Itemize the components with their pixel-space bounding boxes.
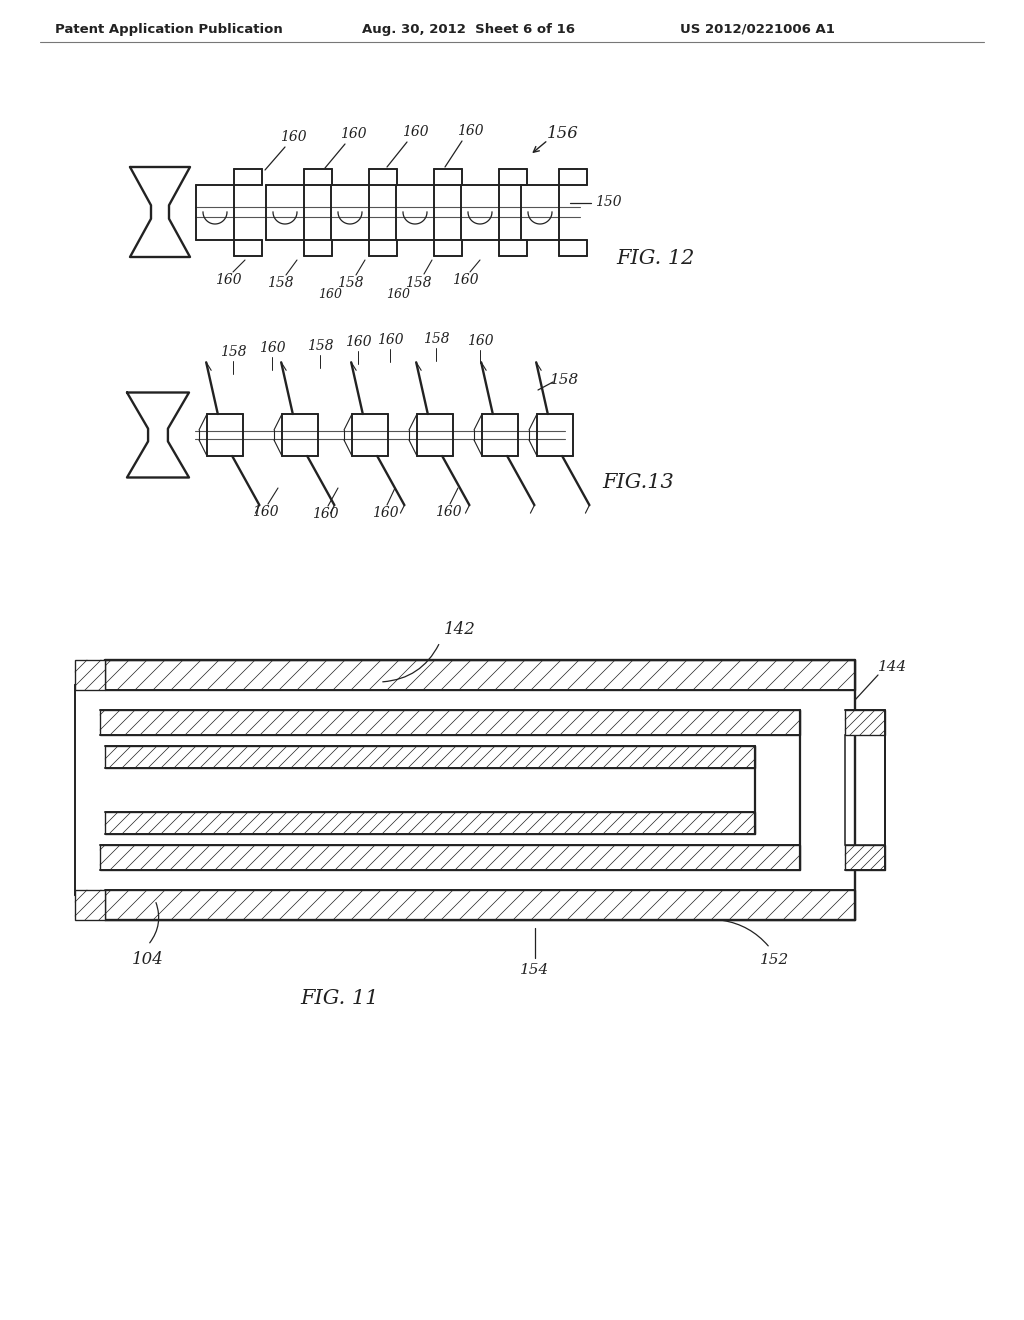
Text: 160: 160: [345, 335, 372, 348]
Bar: [75, 660, 105, 690]
Text: 158: 158: [404, 276, 431, 290]
Text: 160: 160: [386, 289, 410, 301]
Text: 158: 158: [266, 276, 293, 290]
Text: 158: 158: [550, 374, 580, 387]
Bar: [105, 890, 855, 920]
Text: FIG. 12: FIG. 12: [615, 248, 694, 268]
Bar: [845, 845, 885, 870]
Text: Patent Application Publication: Patent Application Publication: [55, 22, 283, 36]
Bar: [105, 768, 755, 812]
Text: 160: 160: [311, 507, 338, 521]
Bar: [100, 845, 800, 870]
Text: 160: 160: [372, 506, 398, 520]
Text: 158: 158: [337, 276, 364, 290]
Bar: [100, 735, 800, 845]
Text: 160: 160: [467, 334, 494, 348]
Bar: [105, 690, 855, 890]
Text: 144: 144: [879, 660, 907, 675]
Text: 104: 104: [132, 952, 164, 969]
Text: 160: 160: [457, 124, 483, 139]
Bar: [105, 746, 755, 768]
Text: 158: 158: [423, 333, 450, 346]
Bar: [845, 710, 885, 735]
Text: 156: 156: [547, 124, 579, 141]
Text: 160: 160: [215, 273, 242, 286]
Text: 160: 160: [318, 289, 342, 301]
Text: 160: 160: [377, 333, 403, 347]
Text: 160: 160: [340, 127, 367, 141]
Bar: [105, 660, 855, 690]
Bar: [105, 812, 755, 834]
Text: 160: 160: [434, 506, 462, 519]
Text: 142: 142: [444, 622, 476, 639]
Bar: [100, 710, 800, 735]
Text: 160: 160: [259, 341, 286, 355]
Text: 160: 160: [401, 125, 428, 139]
Text: 158: 158: [220, 345, 247, 359]
Text: 160: 160: [280, 129, 306, 144]
Text: 160: 160: [252, 506, 279, 519]
Text: 150: 150: [595, 195, 622, 209]
Bar: [845, 735, 885, 845]
Text: US 2012/0221006 A1: US 2012/0221006 A1: [680, 22, 835, 36]
Text: 160: 160: [452, 273, 478, 286]
Text: FIG. 11: FIG. 11: [301, 989, 379, 1007]
Text: 154: 154: [520, 964, 550, 977]
Text: 158: 158: [306, 339, 334, 352]
Text: Aug. 30, 2012  Sheet 6 of 16: Aug. 30, 2012 Sheet 6 of 16: [362, 22, 575, 36]
Text: FIG.13: FIG.13: [602, 473, 674, 491]
Bar: [75, 890, 105, 920]
Text: 152: 152: [761, 953, 790, 968]
